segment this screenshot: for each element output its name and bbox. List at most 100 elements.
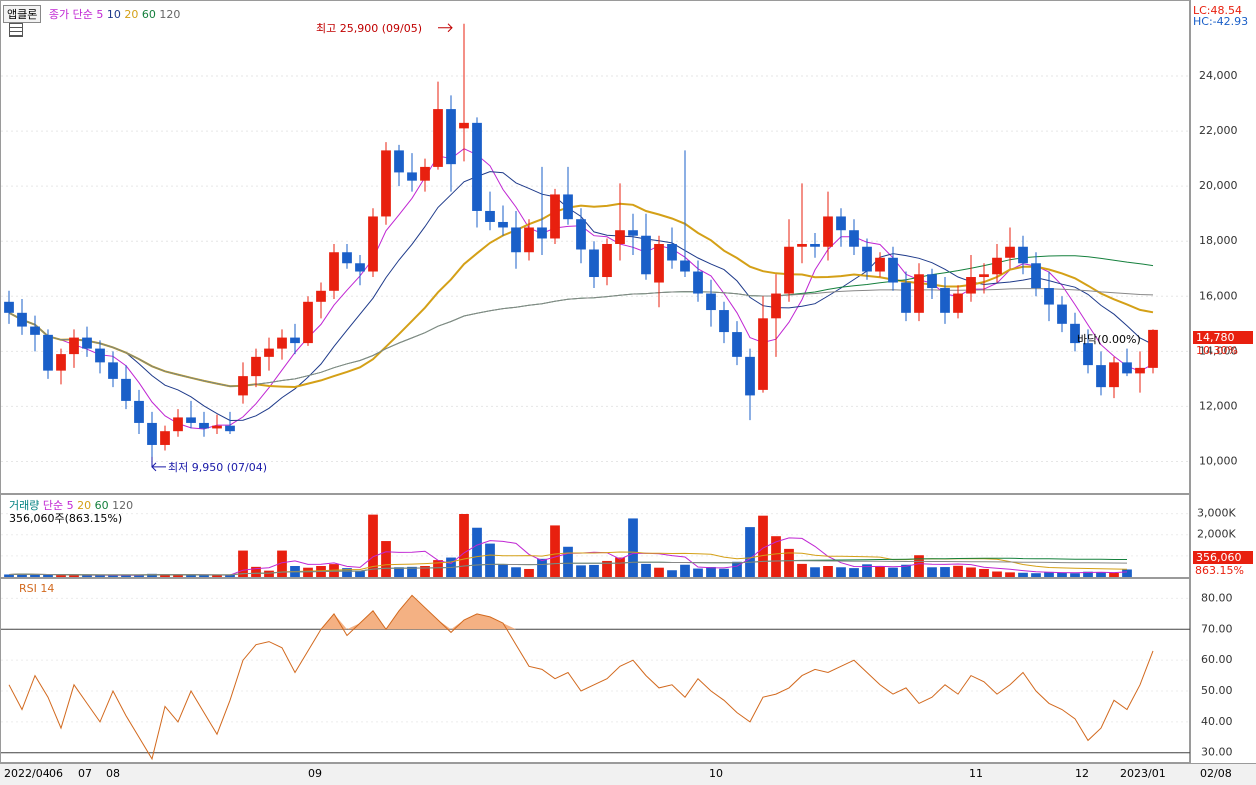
candle-body: [368, 216, 378, 272]
volume-bar: [615, 557, 625, 577]
candle-body: [225, 425, 235, 432]
date-tick-label: 02/08: [1200, 767, 1232, 780]
candle-body: [836, 216, 846, 231]
candle-body: [472, 122, 482, 211]
candle-body: [173, 417, 183, 432]
candle-body: [264, 348, 274, 357]
candle-body: [849, 230, 859, 247]
candle-body: [342, 252, 352, 264]
candle-body: [17, 312, 27, 327]
price-legend-ma20: 20: [124, 8, 139, 21]
volume-bar: [784, 548, 794, 577]
candle-body: [1135, 367, 1145, 374]
candle-body: [693, 271, 703, 294]
candle-body: [641, 235, 651, 275]
pivot-annotation: 바닥(0.00%): [1077, 333, 1141, 346]
price-pane[interactable]: 최고 25,900 (09/05) 최저 9,950 (07/04) 바닥(0.00…: [0, 0, 1191, 494]
candle-body: [875, 257, 885, 272]
volume-current: 356,060주(863.15%): [9, 512, 123, 525]
candle-body: [459, 122, 469, 129]
volume-tick-label: 3,000K: [1197, 507, 1236, 520]
candle-body: [706, 293, 716, 311]
rsi-pane[interactable]: RSI 14: [0, 578, 1191, 763]
volume-bar: [1083, 571, 1093, 577]
rsi-tick-label: 60.00: [1201, 653, 1233, 666]
candle-body: [303, 301, 313, 344]
volume-bar: [862, 564, 872, 577]
price-change-pct: 10.30%: [1196, 344, 1238, 357]
candle-body: [134, 400, 144, 423]
volume-chart: [1, 513, 1191, 577]
volume-current-badge: 356,060: [1193, 551, 1253, 564]
volume-bar: [30, 574, 40, 577]
candle-body: [628, 230, 638, 236]
volume-bar: [420, 566, 430, 577]
candle-body: [914, 274, 924, 313]
stock-tab[interactable]: 앱클론: [3, 5, 42, 23]
volume-bar: [238, 550, 248, 577]
price-tick-label: 22,000: [1199, 124, 1238, 137]
volume-bar: [1005, 572, 1015, 577]
date-tick-label: 10: [709, 767, 723, 780]
candle-body: [823, 216, 833, 247]
volume-bar: [1031, 573, 1041, 577]
candle-body: [732, 332, 742, 357]
volume-bar: [212, 575, 222, 577]
volume-bar: [381, 541, 391, 577]
candle-body: [69, 337, 79, 355]
candle-body: [680, 260, 690, 272]
candle-body: [992, 257, 1002, 275]
candle-body: [537, 227, 547, 239]
volume-bar: [667, 570, 677, 577]
grid-icon[interactable]: [9, 23, 23, 37]
volume-bar: [459, 513, 469, 577]
candle-body: [771, 293, 781, 319]
candle-body: [784, 246, 794, 294]
candle-body: [758, 318, 768, 390]
price-chart: 최고 25,900 (09/05) 최저 9,950 (07/04) 바닥(0.00…: [1, 22, 1191, 474]
volume-bar: [810, 567, 820, 577]
candle-body: [316, 290, 326, 302]
price-tick-label: 20,000: [1199, 179, 1238, 192]
volume-bar: [771, 536, 781, 577]
volume-bar: [303, 567, 313, 577]
volume-bar: [901, 564, 911, 577]
volume-bar: [264, 570, 274, 577]
volume-bar: [1044, 571, 1054, 577]
date-tick-label: 07: [78, 767, 92, 780]
candle-body: [1057, 304, 1067, 324]
volume-bar: [160, 574, 170, 577]
candle-body: [420, 166, 430, 181]
volume-bar: [979, 568, 989, 577]
candle-body: [160, 431, 170, 445]
volume-bar: [940, 567, 950, 577]
volume-bar: [1122, 569, 1132, 577]
candle-body: [121, 378, 131, 401]
volume-bar: [641, 563, 651, 577]
volume-pane[interactable]: 거래량 단순 5 20 60 120 356,060주(863.15%): [0, 494, 1191, 578]
volume-bar: [875, 566, 885, 577]
rsi-tick-label: 80.00: [1201, 591, 1233, 604]
candle-body: [511, 227, 521, 253]
volume-bar: [589, 564, 599, 577]
volume-bar: [108, 574, 118, 577]
candle-body: [186, 417, 196, 423]
lc-label: LC:48.54: [1193, 4, 1243, 17]
volume-bar: [511, 567, 521, 577]
candle-body: [862, 246, 872, 272]
volume-bar: [914, 555, 924, 577]
volume-tick-label: 2,000K: [1197, 528, 1236, 541]
candle-body: [966, 277, 976, 294]
volume-legend-label: 거래량: [9, 499, 40, 512]
candle-body: [1083, 343, 1093, 366]
candle-body: [329, 252, 339, 291]
candle-body: [927, 274, 937, 289]
volume-bar: [1109, 572, 1119, 577]
candle-body: [745, 356, 755, 396]
volume-bar: [966, 567, 976, 577]
date-tick-label: 2023/01: [1120, 767, 1166, 780]
candle-body: [433, 109, 443, 167]
volume-bar: [147, 573, 157, 577]
volume-bar: [56, 575, 66, 577]
